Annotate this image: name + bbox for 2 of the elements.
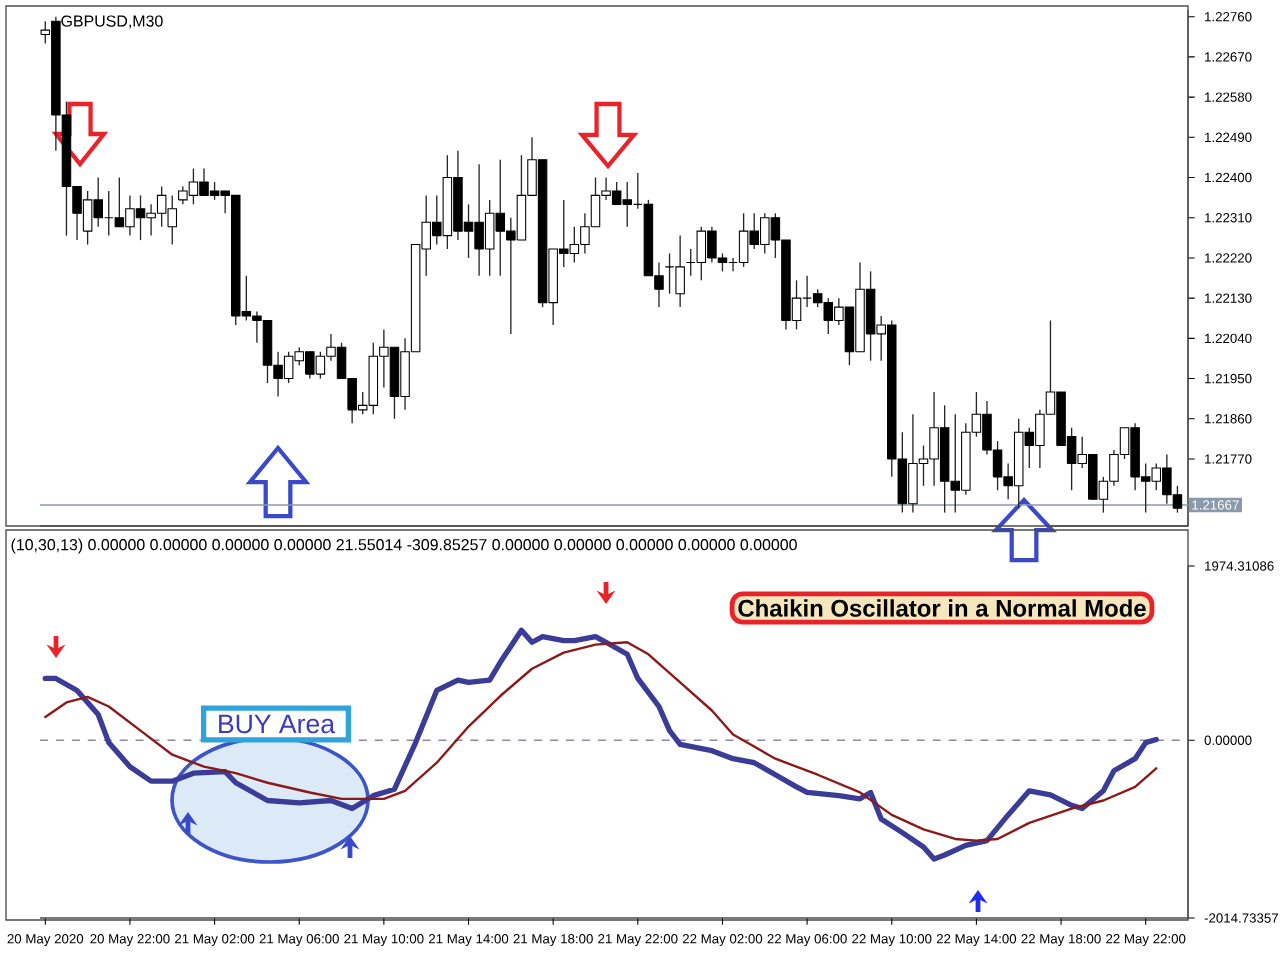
annotation: BUY Area	[219, 714, 336, 734]
annotation: Chaikin Oscillator in a Normal Mode	[738, 599, 1146, 617]
